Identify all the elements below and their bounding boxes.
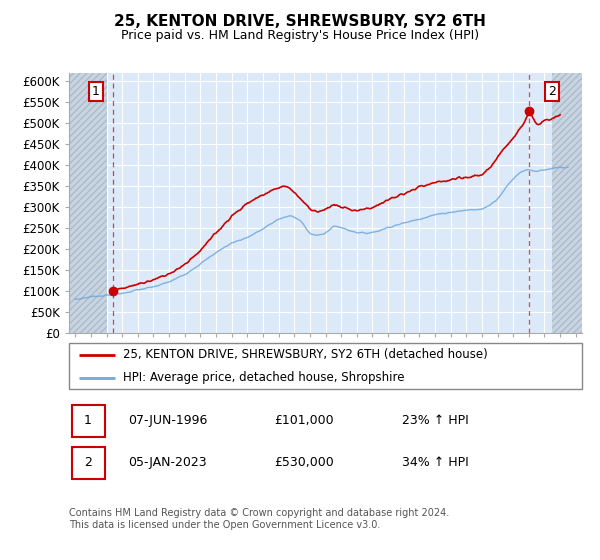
Text: 07-JUN-1996: 07-JUN-1996 bbox=[128, 414, 208, 427]
Text: 05-JAN-2023: 05-JAN-2023 bbox=[128, 456, 206, 469]
Text: £530,000: £530,000 bbox=[274, 456, 334, 469]
Text: 34% ↑ HPI: 34% ↑ HPI bbox=[403, 456, 469, 469]
FancyBboxPatch shape bbox=[71, 446, 105, 479]
FancyBboxPatch shape bbox=[71, 404, 105, 437]
Text: 1: 1 bbox=[92, 85, 100, 98]
Text: 2: 2 bbox=[548, 85, 556, 98]
FancyBboxPatch shape bbox=[69, 343, 582, 389]
Text: Price paid vs. HM Land Registry's House Price Index (HPI): Price paid vs. HM Land Registry's House … bbox=[121, 29, 479, 42]
Text: 23% ↑ HPI: 23% ↑ HPI bbox=[403, 414, 469, 427]
Text: 1: 1 bbox=[84, 414, 92, 427]
Text: Contains HM Land Registry data © Crown copyright and database right 2024.
This d: Contains HM Land Registry data © Crown c… bbox=[69, 508, 449, 530]
Bar bbox=[552, 73, 582, 333]
Bar bbox=[69, 73, 107, 333]
Text: 25, KENTON DRIVE, SHREWSBURY, SY2 6TH (detached house): 25, KENTON DRIVE, SHREWSBURY, SY2 6TH (d… bbox=[123, 348, 488, 361]
Text: £101,000: £101,000 bbox=[274, 414, 334, 427]
Text: HPI: Average price, detached house, Shropshire: HPI: Average price, detached house, Shro… bbox=[123, 371, 404, 384]
Text: 2: 2 bbox=[84, 456, 92, 469]
Text: 25, KENTON DRIVE, SHREWSBURY, SY2 6TH: 25, KENTON DRIVE, SHREWSBURY, SY2 6TH bbox=[114, 14, 486, 29]
